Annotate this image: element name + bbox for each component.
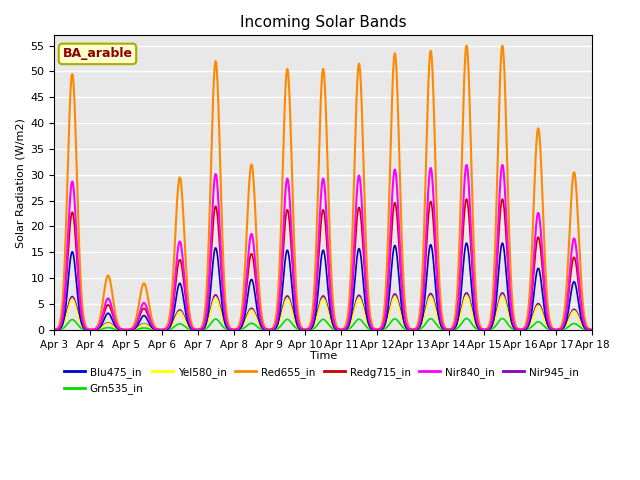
X-axis label: Time: Time bbox=[310, 351, 337, 361]
Y-axis label: Solar Radiation (W/m2): Solar Radiation (W/m2) bbox=[15, 118, 25, 248]
Title: Incoming Solar Bands: Incoming Solar Bands bbox=[240, 15, 406, 30]
Legend: Blu475_in, Grn535_in, Yel580_in, Red655_in, Redg715_in, Nir840_in, Nir945_in: Blu475_in, Grn535_in, Yel580_in, Red655_… bbox=[60, 363, 584, 398]
Text: BA_arable: BA_arable bbox=[63, 48, 132, 60]
